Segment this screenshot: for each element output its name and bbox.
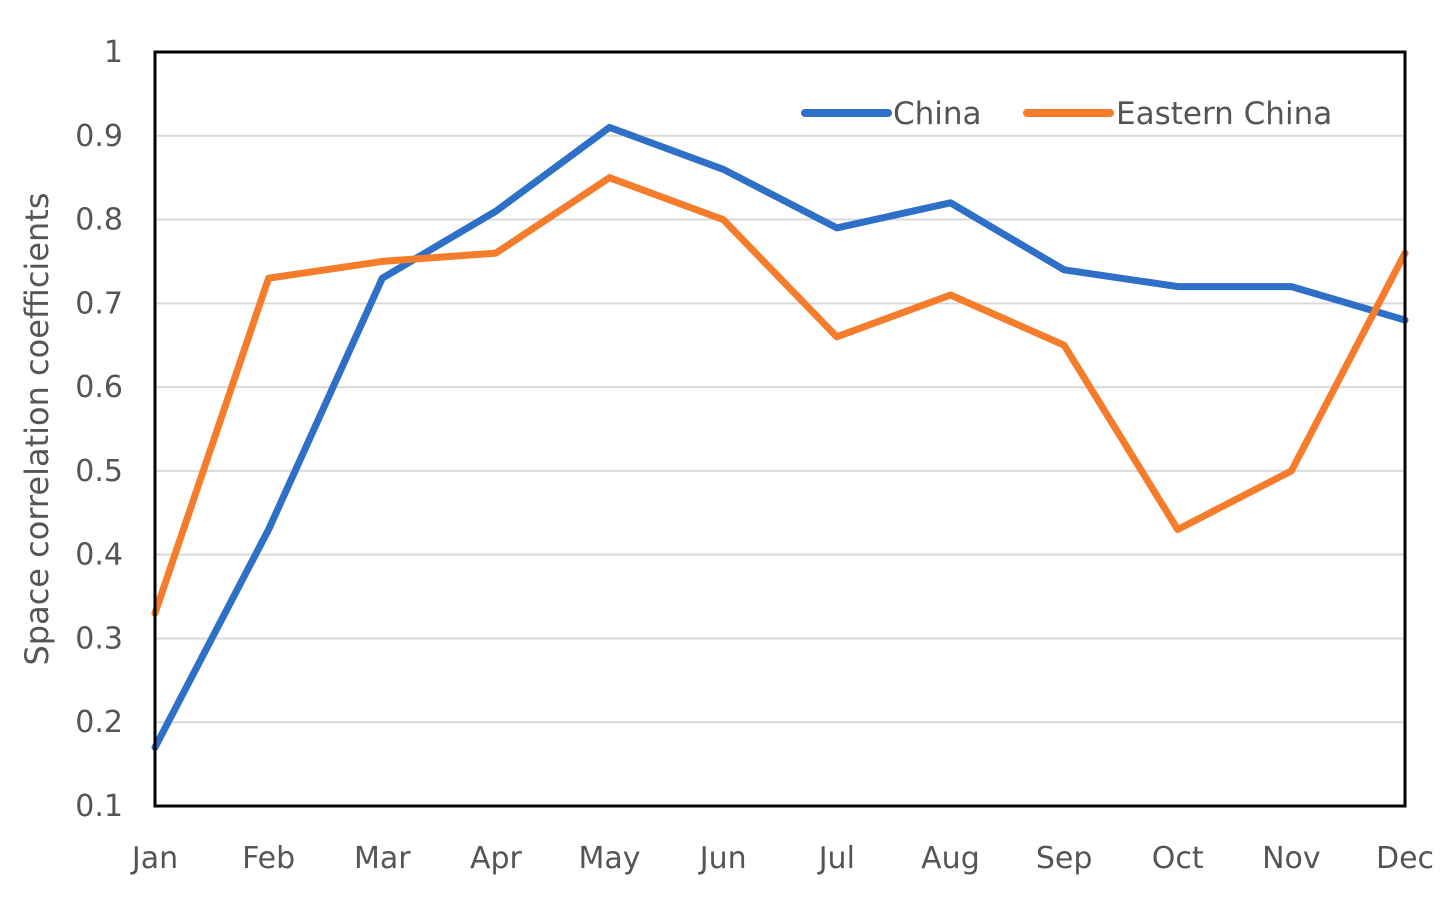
x-tick-label: Jan (130, 841, 178, 876)
plot-frame (153, 50, 1407, 808)
x-tick-label: Feb (242, 841, 295, 876)
y-axis-label: Space correlation coefficients (18, 192, 56, 665)
legend-label: China (893, 96, 982, 132)
x-tick-label: Nov (1262, 841, 1321, 876)
series-line-eastern-china (151, 174, 1409, 617)
y-tick-label: 0.9 (75, 119, 123, 154)
y-tick-label: 0.3 (75, 621, 123, 656)
y-tick-label: 0.1 (75, 789, 123, 824)
legend-label: Eastern China (1116, 96, 1332, 132)
y-tick-label: 0.7 (75, 286, 123, 321)
x-tick-label: Oct (1152, 841, 1204, 876)
y-tick-label: 0.8 (75, 203, 123, 238)
y-tick-label: 0.5 (75, 454, 123, 489)
x-tick-label: Jul (817, 841, 855, 876)
y-tick-label: 0.4 (75, 538, 123, 573)
y-tick-label: 0.2 (75, 705, 123, 740)
x-tick-label: Jun (698, 841, 747, 876)
y-tick-label: 1 (104, 35, 123, 70)
legend: China Eastern China (801, 96, 1332, 132)
x-tick-label: Apr (470, 841, 523, 876)
x-tick-label: May (579, 841, 641, 876)
series-line-china (151, 123, 1409, 751)
y-tick-labels: 0.1 0.2 0.3 0.4 0.5 0.6 0.7 0.8 0.9 1 (75, 35, 123, 824)
x-tick-labels: Jan Feb Mar Apr May Jun Jul Aug Sep Oct Nov Dec (130, 841, 1434, 876)
x-tick-label: Aug (921, 841, 980, 876)
series-lines (151, 123, 1409, 751)
x-tick-label: Sep (1036, 841, 1093, 876)
y-tick-label: 0.6 (75, 370, 123, 405)
x-tick-label: Dec (1376, 841, 1434, 876)
x-tick-label: Mar (354, 841, 411, 876)
gridlines (155, 134, 1405, 724)
